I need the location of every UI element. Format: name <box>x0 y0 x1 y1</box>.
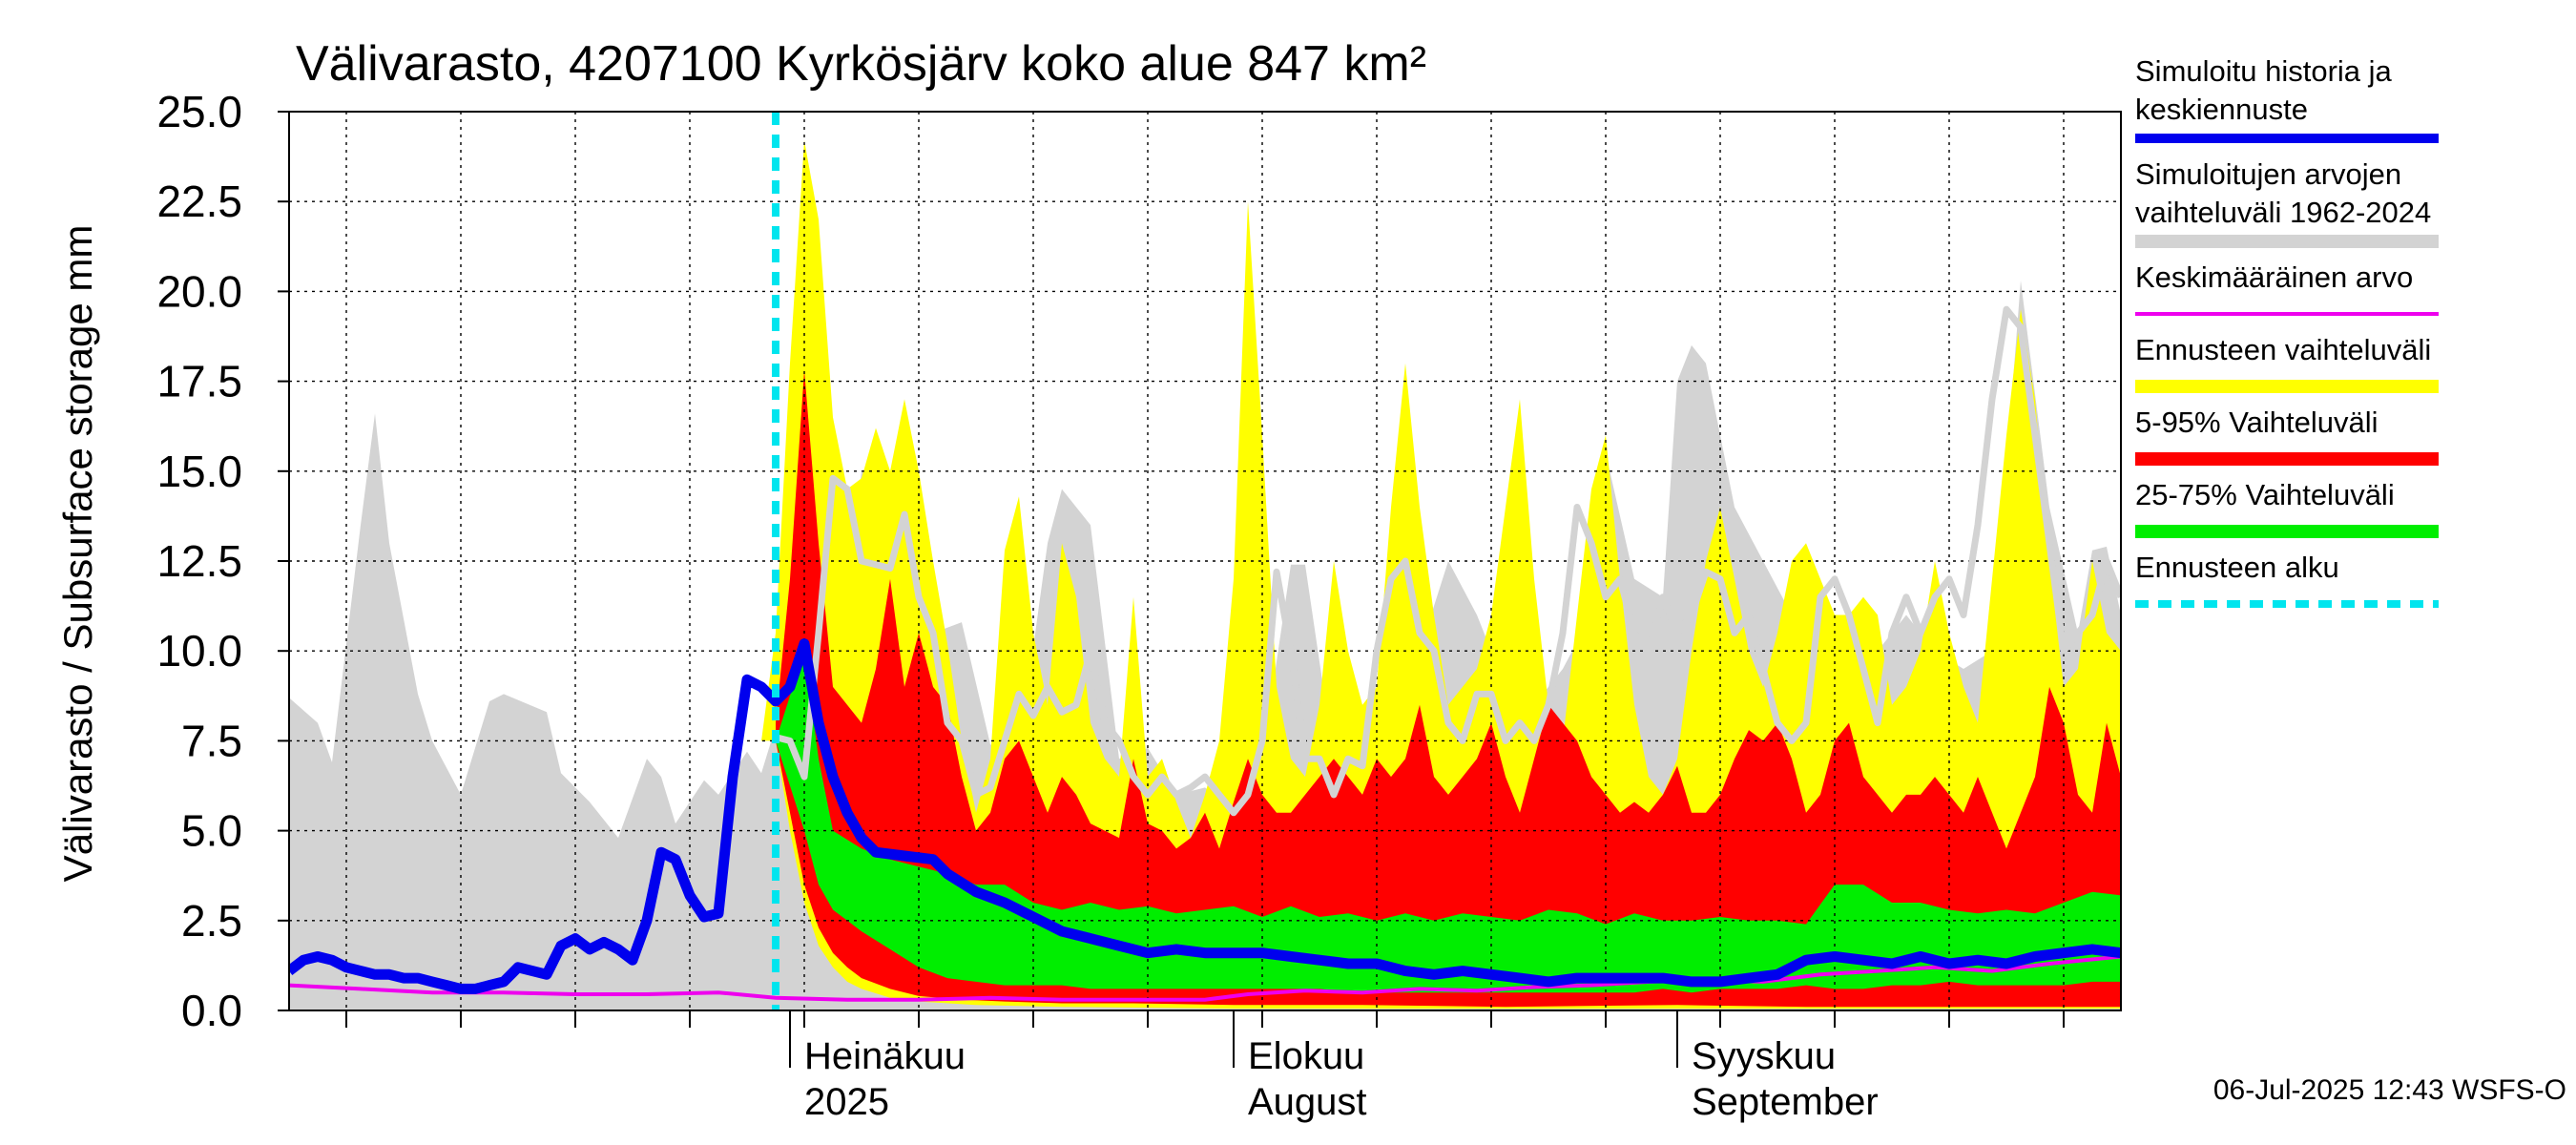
y-tick-label: 12.5 <box>156 536 242 586</box>
chart-title: Välivarasto, 4207100 Kyrkösjärv koko alu… <box>296 36 1426 92</box>
legend-label: Keskimääräinen arvo <box>2135 260 2413 294</box>
y-tick-label: 10.0 <box>156 626 242 676</box>
month-label-en: August <box>1248 1081 1367 1123</box>
y-tick-label: 17.5 <box>156 357 242 406</box>
y-tick-label: 7.5 <box>181 716 242 765</box>
y-tick-label: 2.5 <box>181 896 242 946</box>
legend-label: Ennusteen vaihteluväli <box>2135 333 2431 366</box>
legend: Simuloitu historia ja keskiennuste Simuloi… <box>2135 54 2439 608</box>
y-tick-label: 15.0 <box>156 447 242 496</box>
y-tick-label: 20.0 <box>156 266 242 316</box>
p5-p95-band <box>776 370 2121 1008</box>
y-tick-label: 0.0 <box>181 986 242 1035</box>
plot-area <box>288 111 2122 1011</box>
legend-label: keskiennuste <box>2135 93 2308 126</box>
month-label-en: 2025 <box>804 1081 889 1123</box>
data-lines <box>289 112 2121 1010</box>
month-label-fi: Elokuu <box>1248 1035 1364 1077</box>
y-tick-label: 22.5 <box>156 177 242 226</box>
grid-lines <box>289 112 2121 1010</box>
month-label-fi: Syyskuu <box>1692 1035 1836 1077</box>
y-tick-label: 25.0 <box>156 87 242 136</box>
legend-label: Simuloitu historia ja <box>2135 54 2393 88</box>
legend-label: Simuloitujen arvojen <box>2135 157 2401 191</box>
average-line <box>289 954 2121 1002</box>
y-axis-label: Välivarasto / Subsurface storage mm <box>55 225 100 883</box>
y-axis-ticks: 0.0 2.5 5.0 7.5 10.0 12.5 15.0 17.5 20.0 22.5 25.0 <box>156 87 289 1035</box>
legend-label: Ennusteen alku <box>2135 551 2339 584</box>
month-label-fi: Heinäkuu <box>804 1035 966 1077</box>
legend-label: 25-75% Vaihteluväli <box>2135 478 2395 511</box>
y-tick-label: 5.0 <box>181 806 242 856</box>
historical-year-line <box>775 305 2121 817</box>
legend-label: vaihteluväli 1962-2024 <box>2135 196 2431 229</box>
legend-label: 5-95% Vaihteluväli <box>2135 406 2378 439</box>
simulated-history-line <box>289 638 2121 994</box>
footer-timestamp: 06-Jul-2025 12:43 WSFS-O <box>2213 1074 2566 1106</box>
month-label-en: September <box>1692 1081 1879 1123</box>
